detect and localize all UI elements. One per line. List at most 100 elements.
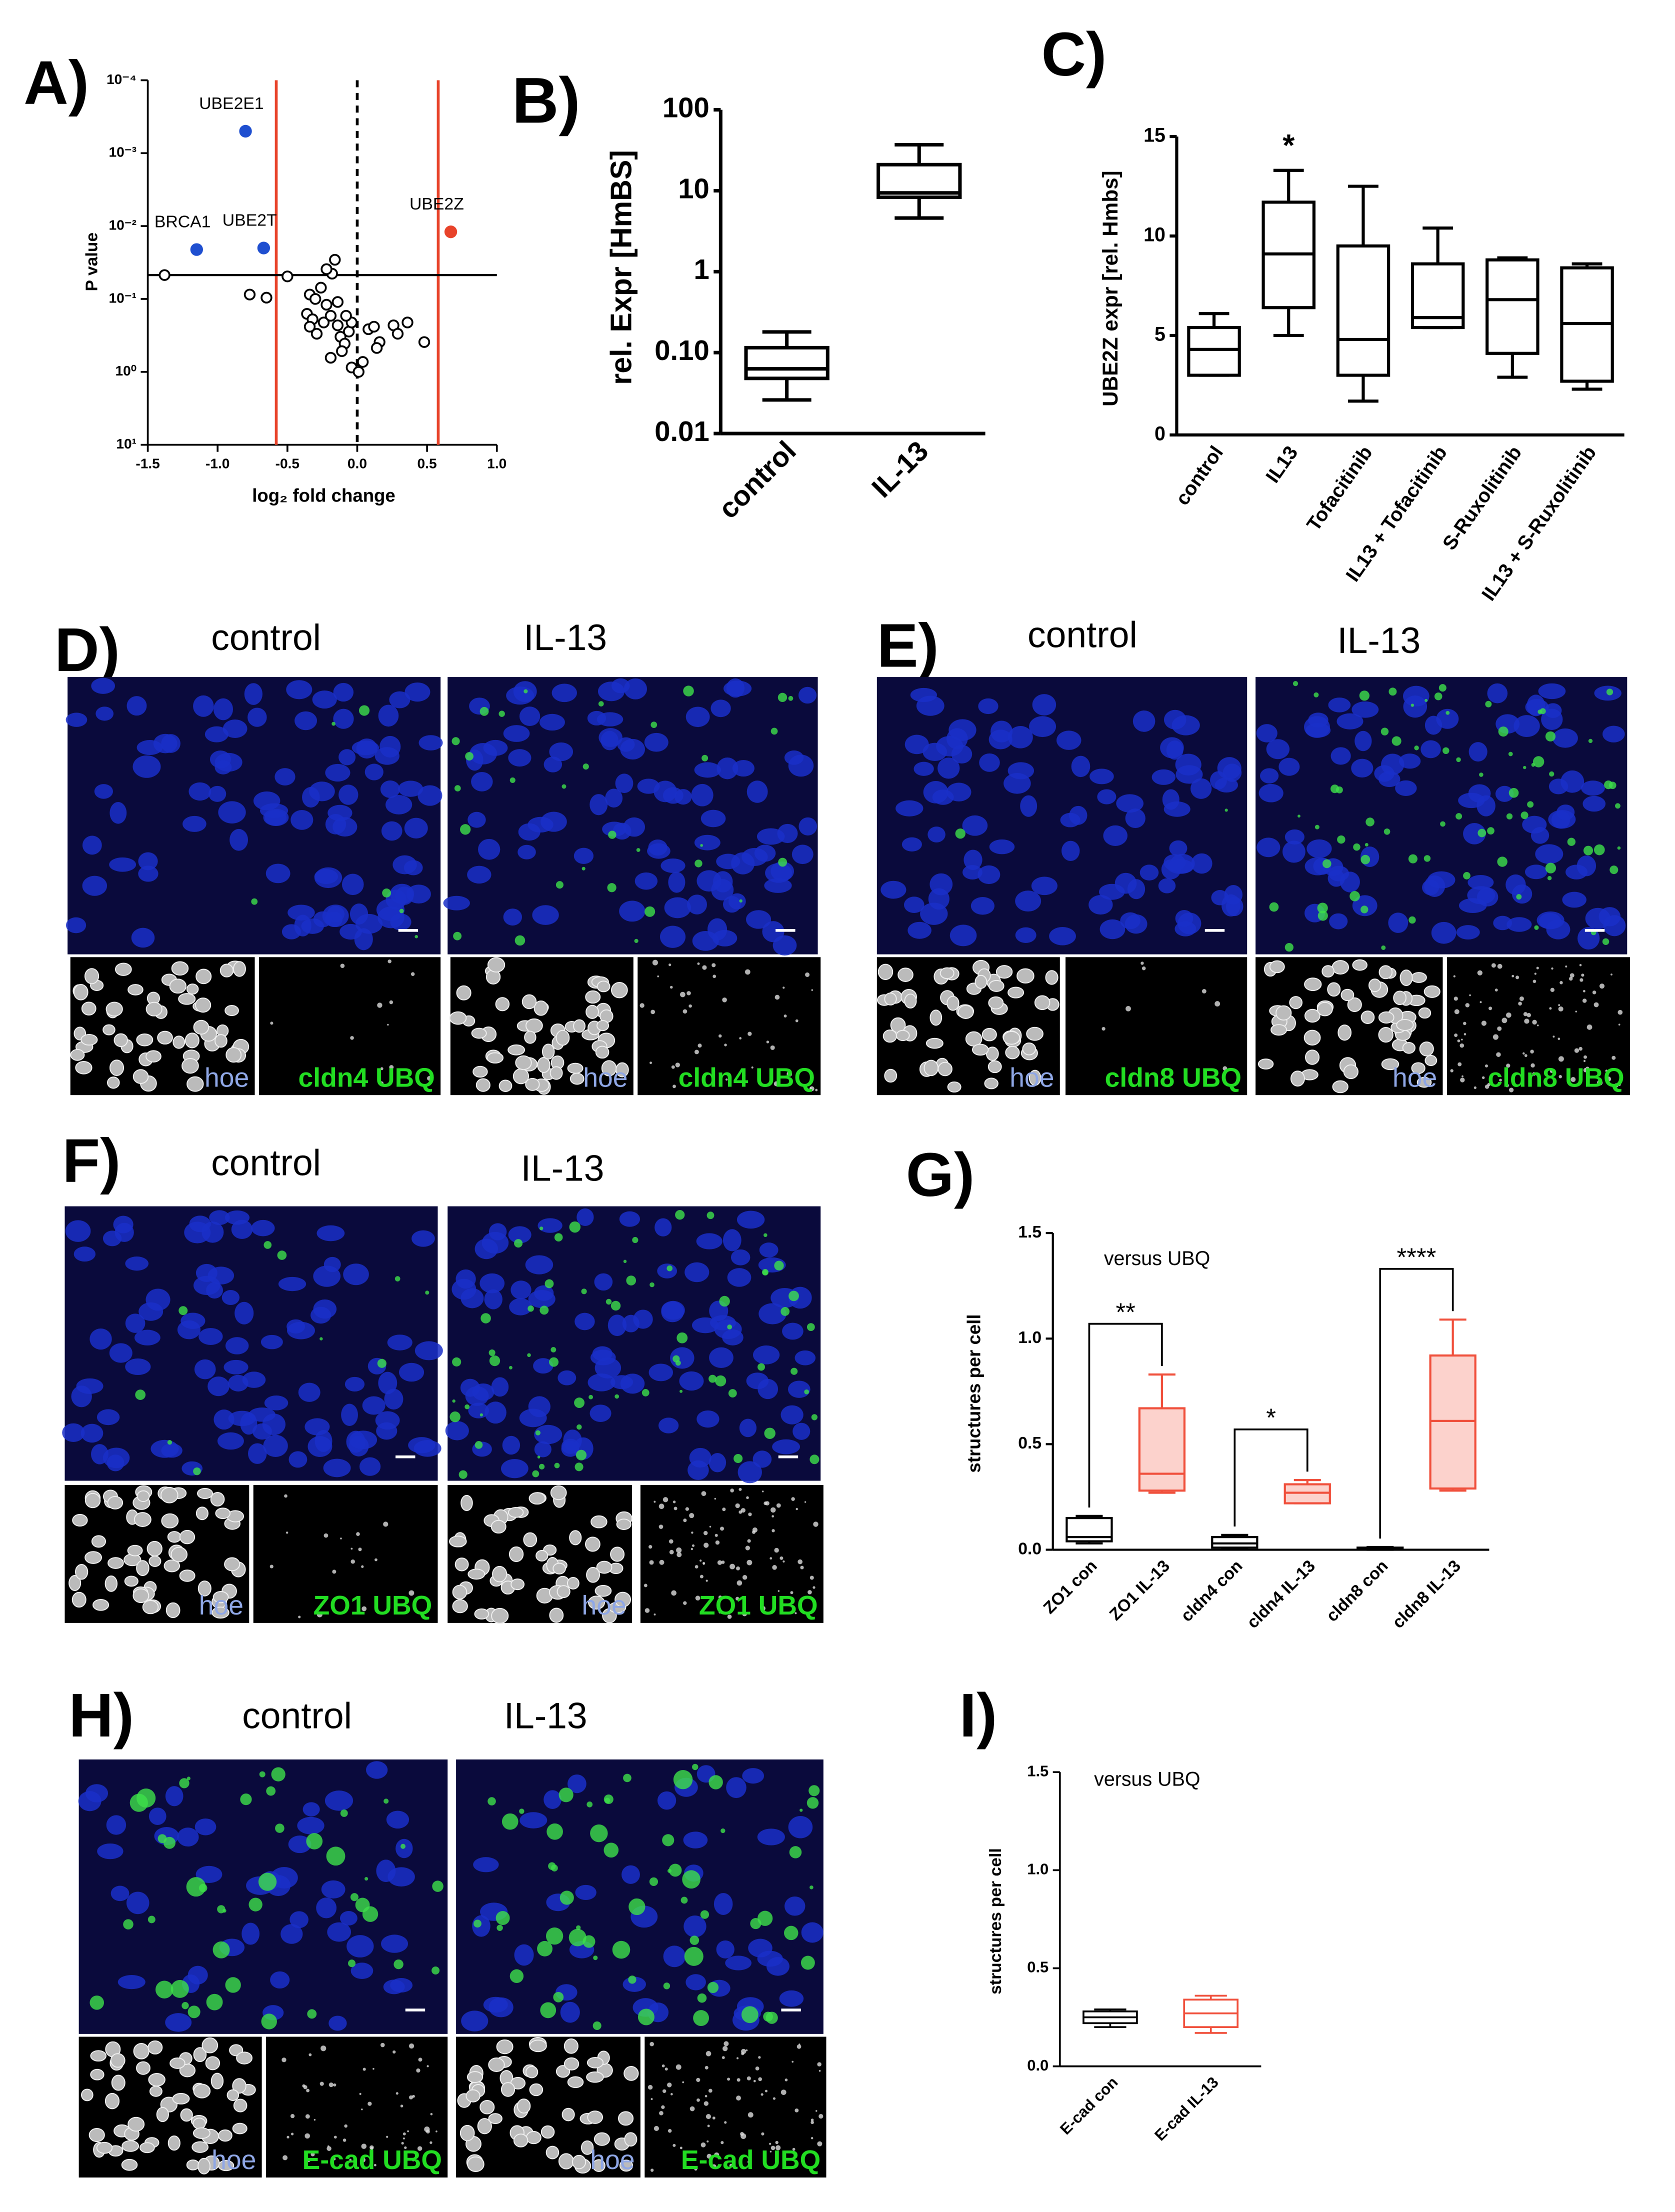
nucleus bbox=[471, 772, 493, 792]
nucleus bbox=[904, 994, 917, 1009]
nucleus bbox=[327, 1922, 352, 1942]
data-point bbox=[340, 310, 352, 322]
stain-spot bbox=[751, 1066, 754, 1069]
nucleus bbox=[124, 1576, 138, 1587]
stain-spot bbox=[708, 1374, 716, 1383]
stain-spot bbox=[1558, 1038, 1560, 1040]
nucleus bbox=[349, 1430, 378, 1450]
nucleus bbox=[114, 962, 132, 976]
nucleus bbox=[468, 812, 486, 828]
nucleus bbox=[202, 2037, 218, 2054]
stain-spot bbox=[818, 2114, 824, 2119]
stain-spot bbox=[1558, 1004, 1560, 1006]
condition-label: IL-13 bbox=[521, 1148, 604, 1189]
annotation: versus UBQ bbox=[1094, 1768, 1200, 1790]
nucleus bbox=[610, 982, 628, 998]
nucleus bbox=[726, 678, 745, 698]
nucleus bbox=[226, 2089, 240, 2101]
nucleus bbox=[757, 1828, 785, 1846]
nucleus bbox=[546, 2146, 560, 2160]
stain-spot bbox=[1481, 1020, 1487, 1026]
nucleus bbox=[1114, 872, 1137, 894]
stain-spot bbox=[1496, 1052, 1501, 1057]
nucleus bbox=[375, 1411, 400, 1430]
stain-spot bbox=[1453, 975, 1456, 978]
nucleus bbox=[1338, 1024, 1352, 1041]
nucleus bbox=[723, 896, 741, 913]
nucleus bbox=[90, 2068, 104, 2080]
nucleus bbox=[1266, 739, 1290, 760]
stain-spot bbox=[307, 2009, 317, 2019]
stain-spot bbox=[604, 1794, 614, 1804]
counterstain-label: hoe bbox=[212, 2146, 256, 2175]
nucleus bbox=[529, 2040, 547, 2052]
nucleus bbox=[594, 1273, 613, 1291]
stain-spot bbox=[702, 1562, 705, 1565]
stain-spot bbox=[736, 2096, 741, 2101]
nucleus bbox=[390, 1978, 413, 1992]
nucleus bbox=[1328, 866, 1350, 882]
nucleus bbox=[519, 706, 540, 726]
y-tick-label: 1.5 bbox=[1018, 1222, 1042, 1242]
stain-spot bbox=[1618, 1024, 1620, 1026]
nucleus bbox=[313, 911, 332, 928]
stain-spot bbox=[544, 1279, 554, 1288]
nucleus bbox=[938, 1062, 952, 1076]
y-axis-label: rel. Expr [HmBS] bbox=[604, 150, 638, 385]
stain-spot bbox=[796, 1075, 799, 1078]
nucleus bbox=[970, 896, 994, 915]
nucleus bbox=[1069, 806, 1088, 825]
nucleus bbox=[714, 1892, 733, 1915]
stain-spot bbox=[1314, 824, 1320, 830]
data-point bbox=[158, 269, 170, 281]
stain-spot bbox=[430, 2141, 432, 2144]
nucleus bbox=[325, 764, 350, 782]
nucleus bbox=[1468, 875, 1494, 890]
nucleus bbox=[801, 1922, 824, 1943]
stain-spot bbox=[1606, 688, 1614, 696]
y-tick-label: 0.0 bbox=[1018, 1539, 1042, 1558]
nucleus bbox=[1343, 1064, 1358, 1080]
nucleus bbox=[1552, 728, 1578, 748]
stain-spot bbox=[135, 1390, 146, 1400]
nucleus bbox=[1410, 972, 1427, 983]
nucleus bbox=[1419, 1041, 1434, 1056]
nucleus bbox=[480, 2100, 495, 2114]
stain-spot bbox=[764, 2090, 768, 2092]
nucleus bbox=[366, 1761, 388, 1779]
stain-spot bbox=[1558, 1075, 1562, 1078]
stain-spot bbox=[1392, 736, 1402, 746]
stain-spot bbox=[1582, 990, 1586, 992]
stain-spot bbox=[696, 2078, 700, 2082]
nucleus bbox=[316, 1225, 345, 1242]
significance-bracket bbox=[1234, 1428, 1308, 1527]
stain-spot bbox=[1318, 910, 1328, 921]
nucleus bbox=[798, 686, 817, 704]
stain-spot bbox=[772, 1529, 775, 1532]
stain-spot bbox=[742, 1575, 748, 1580]
stain-spot bbox=[474, 1441, 483, 1449]
nucleus bbox=[198, 1580, 212, 1596]
nucleus bbox=[251, 1220, 275, 1236]
stain-spot bbox=[416, 2068, 420, 2073]
stain-spot bbox=[401, 2142, 404, 2145]
stain-spot bbox=[811, 989, 814, 991]
stain-spot bbox=[314, 2118, 316, 2121]
nucleus bbox=[904, 896, 924, 914]
nucleus bbox=[788, 1816, 813, 1838]
stain-spot bbox=[360, 2157, 366, 2162]
y-tick-label: 10⁻⁴ bbox=[106, 72, 136, 87]
scale-bar bbox=[776, 928, 796, 932]
stain-spot bbox=[1586, 1024, 1592, 1030]
stain-spot bbox=[362, 1606, 367, 1612]
nucleus bbox=[502, 1436, 520, 1455]
nucleus bbox=[516, 2098, 531, 2114]
nucleus bbox=[136, 1560, 150, 1576]
nucleus bbox=[605, 788, 623, 808]
stain-spot bbox=[675, 1062, 680, 1068]
stain-spot bbox=[1359, 690, 1370, 701]
nucleus bbox=[686, 1974, 706, 1990]
stain-spot bbox=[186, 1877, 206, 1897]
